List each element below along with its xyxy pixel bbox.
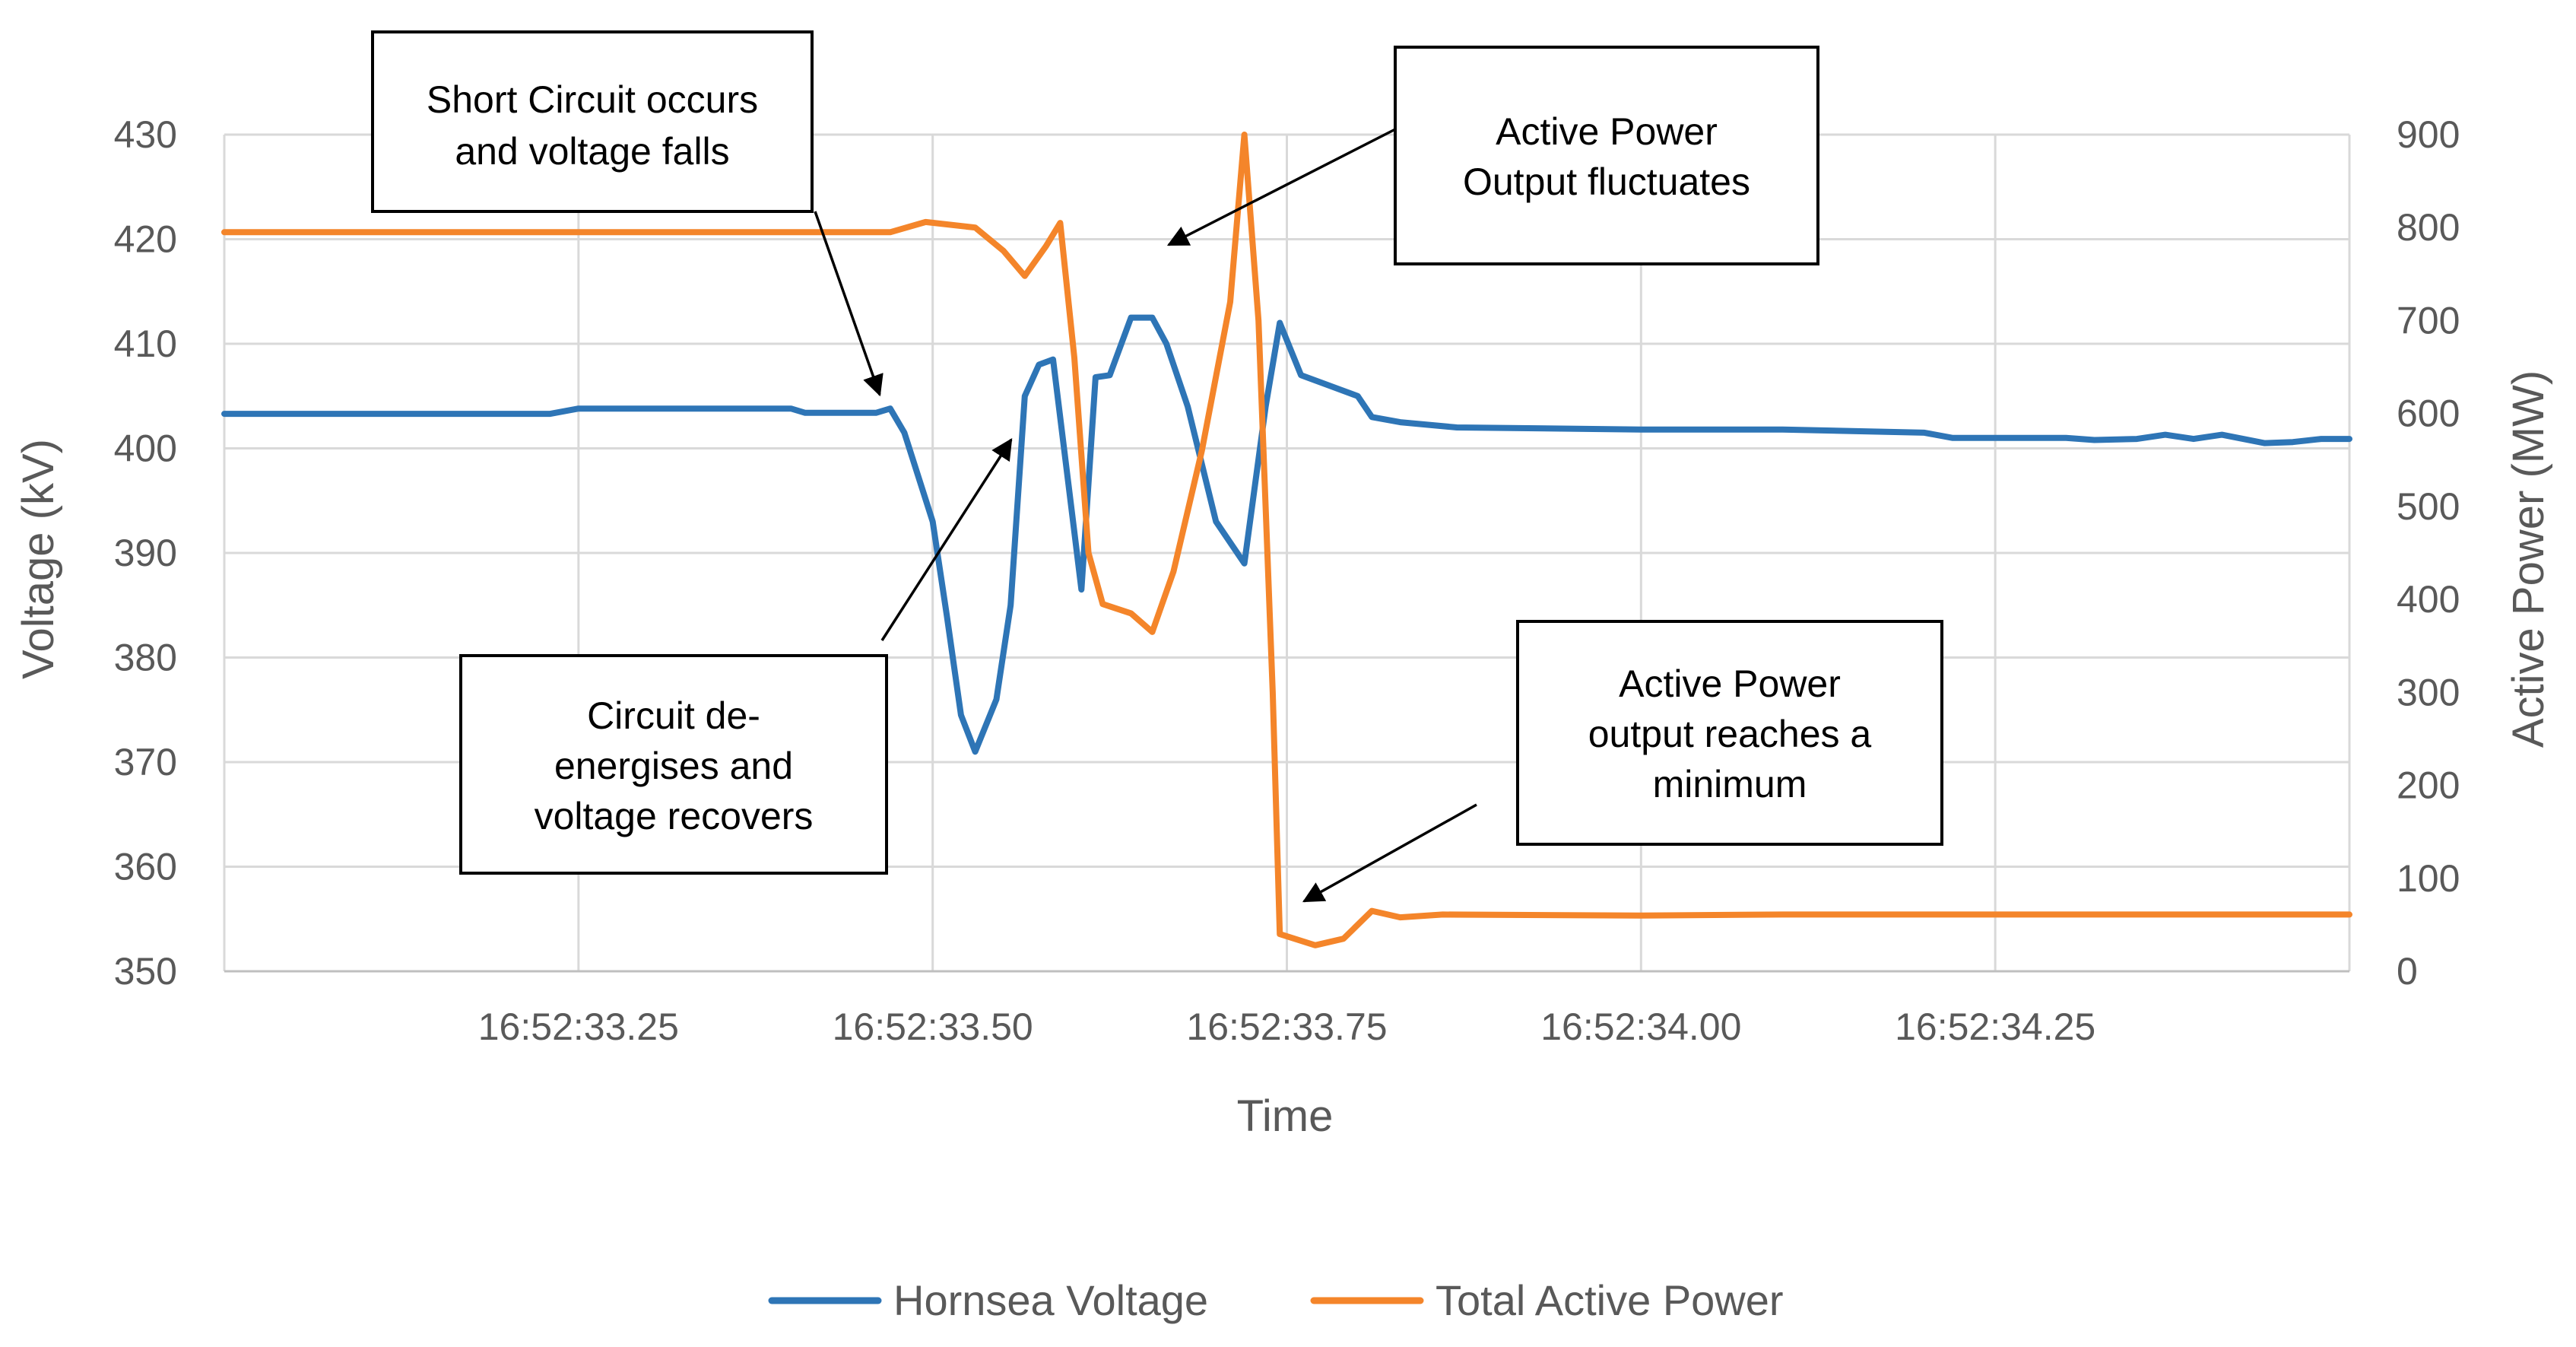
axes-layer: 350 360 370 380 390 400 410 420 430 0 100 200 300 400… bbox=[114, 113, 2460, 1048]
annotation-power-fluctuates-line-1: Active Power bbox=[1496, 110, 1718, 153]
arrow-short-circuit bbox=[814, 211, 884, 397]
right-tick-label: 700 bbox=[2397, 299, 2460, 342]
left-tick-label: 430 bbox=[114, 113, 177, 156]
right-tick-label: 400 bbox=[2397, 578, 2460, 621]
x-tick-label: 16:52:34.25 bbox=[1895, 1005, 2095, 1048]
left-tick-label: 410 bbox=[114, 322, 177, 365]
legend-label-total-active-power: Total Active Power bbox=[1436, 1276, 1784, 1324]
series-line-hornsea-voltage bbox=[221, 314, 2352, 755]
legend-label-hornsea-voltage: Hornsea Voltage bbox=[893, 1276, 1208, 1324]
series-layer bbox=[221, 132, 2352, 948]
x-tick-label: 16:52:33.25 bbox=[478, 1005, 679, 1048]
arrow-power-minimum bbox=[1302, 803, 1477, 903]
right-tick-label: 800 bbox=[2397, 206, 2460, 249]
annotation-circuit-deenergises-line-3: voltage recovers bbox=[535, 795, 814, 837]
annotation-power-minimum: Active Power output reaches a minimum bbox=[1516, 620, 1943, 846]
left-tick-label: 350 bbox=[114, 950, 177, 993]
annotation-power-fluctuates-line-2: Output fluctuates bbox=[1463, 160, 1750, 203]
right-tick-label: 600 bbox=[2397, 392, 2460, 435]
annotation-power-minimum-line-1: Active Power bbox=[1619, 662, 1841, 705]
left-tick-label: 360 bbox=[114, 846, 177, 888]
left-tick-label: 400 bbox=[114, 427, 177, 470]
left-tick-label: 370 bbox=[114, 741, 177, 783]
annotation-short-circuit: Short Circuit occurs and voltage falls bbox=[371, 30, 814, 213]
left-tick-label: 390 bbox=[114, 532, 177, 574]
annotation-short-circuit-line-2: and voltage falls bbox=[455, 130, 729, 173]
right-tick-label: 100 bbox=[2397, 857, 2460, 900]
x-tick-label: 16:52:33.75 bbox=[1186, 1005, 1387, 1048]
x-tick-label: 16:52:33.50 bbox=[833, 1005, 1033, 1048]
annotation-power-minimum-line-2: output reaches a bbox=[1588, 713, 1872, 755]
right-axis-title: Active Power (MW) bbox=[2504, 370, 2553, 748]
annotation-power-fluctuates: Active Power Output fluctuates bbox=[1394, 46, 1819, 265]
arrow-power-fluctuates bbox=[1166, 128, 1396, 246]
left-tick-label: 380 bbox=[114, 637, 177, 679]
x-tick-label: 16:52:34.00 bbox=[1540, 1005, 1741, 1048]
right-tick-label: 0 bbox=[2397, 950, 2418, 993]
annotation-circuit-deenergises: Circuit de- energises and voltage recove… bbox=[459, 654, 888, 875]
x-axis-title: Time bbox=[1237, 1091, 1334, 1141]
right-tick-label: 300 bbox=[2397, 671, 2460, 713]
legend: Hornsea Voltage Total Active Power bbox=[768, 1276, 1784, 1324]
annotation-circuit-deenergises-line-2: energises and bbox=[554, 745, 793, 787]
right-tick-label: 500 bbox=[2397, 485, 2460, 528]
right-tick-label: 900 bbox=[2397, 113, 2460, 156]
annotation-power-minimum-line-3: minimum bbox=[1653, 763, 1807, 805]
left-axis-title: Voltage (kV) bbox=[14, 439, 63, 679]
left-tick-label: 420 bbox=[114, 218, 177, 261]
annotation-short-circuit-line-1: Short Circuit occurs bbox=[427, 78, 758, 121]
right-tick-label: 200 bbox=[2397, 764, 2460, 807]
series-line-total-active-power bbox=[221, 132, 2352, 948]
annotation-circuit-deenergises-line-1: Circuit de- bbox=[587, 694, 760, 737]
arrow-circuit-deenergises bbox=[880, 438, 1013, 641]
